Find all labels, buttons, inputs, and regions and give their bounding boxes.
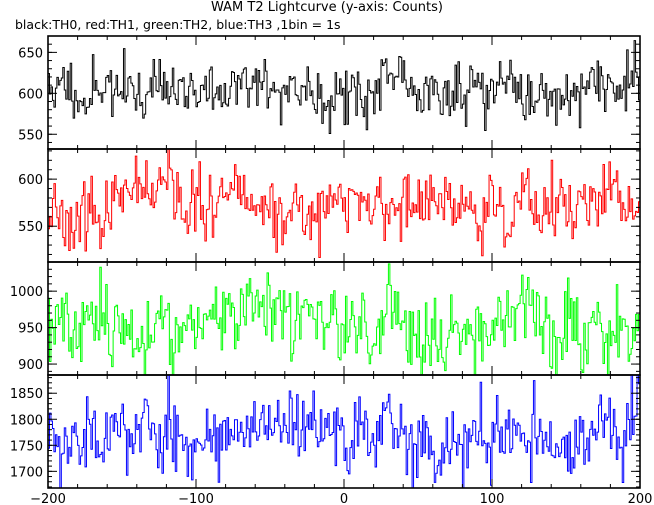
series-th3: [48, 374, 640, 489]
series-th0: [48, 40, 640, 134]
x-tick-label: −100: [178, 492, 214, 505]
y-tick-label: 550: [18, 128, 43, 143]
series-th2: [48, 263, 640, 376]
panel-frame: [47, 261, 641, 376]
panel-th2: 900 950 1000: [10, 261, 641, 376]
chart-subtitle: black:TH0, red:TH1, green:TH2, blue:TH3 …: [15, 17, 341, 32]
x-tick-label: −200: [30, 492, 66, 505]
x-tick-label: 200: [628, 492, 653, 505]
y-tick-label: 950: [18, 322, 43, 337]
panel-th1: 550 600: [18, 148, 641, 263]
y-tick-label: 1750: [10, 439, 43, 454]
x-axis: −200 −100 0 100 200: [30, 492, 652, 505]
panel-th3: 1700 1750 1800 1850: [10, 374, 641, 489]
panels-group: 550 600 650 550 600 900 950 1000 1700 1750 1800 185…: [10, 35, 641, 489]
y-tick-label: 550: [18, 220, 43, 235]
series-th1: [48, 148, 640, 259]
y-tick-label: 1800: [10, 413, 43, 428]
chart-title: WAM T2 Lightcurve (y-axis: Counts): [211, 0, 443, 15]
y-tick-label: 600: [18, 87, 43, 102]
y-tick-label: 1000: [10, 285, 43, 300]
y-tick-label: 600: [18, 173, 43, 188]
y-tick-label: 1850: [10, 387, 43, 402]
x-tick-label: 0: [340, 492, 348, 505]
x-tick-label: 100: [480, 492, 505, 505]
y-tick-label: 1700: [10, 465, 43, 480]
y-tick-label: 900: [18, 358, 43, 373]
y-tick-label: 650: [18, 46, 43, 61]
panel-th0: 550 600 650: [18, 35, 641, 150]
